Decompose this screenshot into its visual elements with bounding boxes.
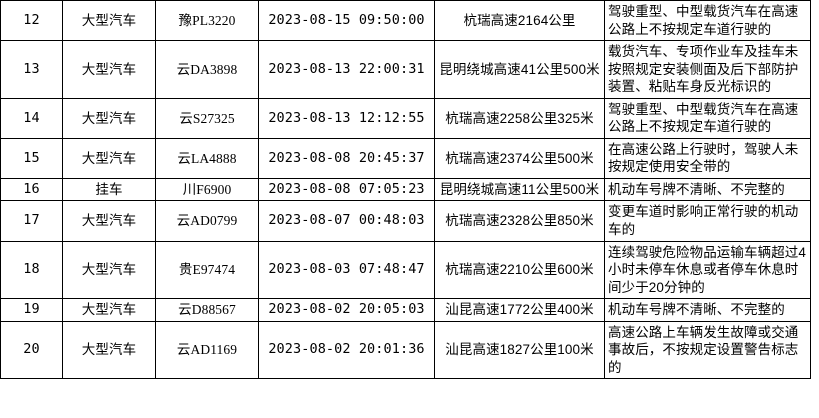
cell-vehicle-type: 大型汽车 [62,40,156,99]
cell-violation-location: 杭瑞高速2164公里 [434,0,605,42]
cell-plate-number: 云LA4888 [155,138,259,179]
cell-violation-description: 驾驶重型、中型载货汽车在高速公路上不按规定车道行驶的 [604,0,811,42]
cell-violation-location: 杭瑞高速2258公里325米 [434,98,605,139]
cell-violation-time: 2023-08-02 20:01:36 [258,321,435,380]
cell-plate-number: 川F6900 [155,178,259,202]
cell-violation-location: 汕昆高速1772公里400米 [434,298,605,322]
cell-plate-number: 云DA3898 [155,40,259,99]
cell-sequence-number: 18 [0,241,63,300]
cell-violation-location: 杭瑞高速2210公里600米 [434,241,605,300]
table-row[interactable]: 16 挂车 川F6900 2023-08-08 07:05:23 昆明绕城高速11公里5… [0,178,811,202]
cell-sequence-number: 14 [0,98,63,139]
cell-sequence-number: 17 [0,200,63,242]
cell-vehicle-type: 挂车 [62,178,156,202]
cell-violation-description: 连续驾驶危险物品运输车辆超过4小时未停车休息或者停车休息时间少于20分钟的 [604,241,811,300]
table-row[interactable]: 17 大型汽车 云AD0799 2023-08-07 00:48:03 杭瑞高速2328… [0,200,811,242]
cell-violation-description: 驾驶重型、中型载货汽车在高速公路上不按规定车道行驶的 [604,98,811,139]
cell-vehicle-type: 大型汽车 [62,200,156,242]
cell-vehicle-type: 大型汽车 [62,98,156,139]
cell-vehicle-type: 大型汽车 [62,0,156,42]
cell-vehicle-type: 大型汽车 [62,298,156,322]
cell-violation-time: 2023-08-08 07:05:23 [258,178,435,202]
cell-vehicle-type: 大型汽车 [62,138,156,179]
cell-sequence-number: 15 [0,138,63,179]
cell-violation-time: 2023-08-03 07:48:47 [258,241,435,300]
cell-violation-time: 2023-08-08 20:45:37 [258,138,435,179]
cell-violation-description: 在高速公路上行驶时，驾驶人未按规定使用安全带的 [604,138,811,179]
cell-violation-time: 2023-08-13 22:00:31 [258,40,435,99]
cell-plate-number: 云AD1169 [155,321,259,380]
cell-violation-location: 杭瑞高速2374公里500米 [434,138,605,179]
cell-sequence-number: 20 [0,321,63,380]
cell-plate-number: 云D88567 [155,298,259,322]
violations-table: 12 大型汽车 豫PL3220 2023-08-15 09:50:00 杭瑞高速2164… [0,0,811,380]
cell-plate-number: 豫PL3220 [155,0,259,42]
cell-sequence-number: 13 [0,40,63,99]
table-row[interactable]: 14 大型汽车 云S27325 2023-08-13 12:12:55 杭瑞高速2258… [0,98,811,139]
cell-plate-number: 云AD0799 [155,200,259,242]
cell-sequence-number: 16 [0,178,63,202]
cell-violation-location: 杭瑞高速2328公里850米 [434,200,605,242]
cell-plate-number: 云S27325 [155,98,259,139]
cell-violation-description: 机动车号牌不清晰、不完整的 [604,178,811,202]
cell-sequence-number: 12 [0,0,63,42]
cell-violation-description: 变更车道时影响正常行驶的机动车的 [604,200,811,242]
table-row[interactable]: 19 大型汽车 云D88567 2023-08-02 20:05:03 汕昆高速1772… [0,298,811,322]
cell-violation-location: 昆明绕城高速41公里500米 [434,40,605,99]
cell-violation-time: 2023-08-13 12:12:55 [258,98,435,139]
table-row[interactable]: 15 大型汽车 云LA4888 2023-08-08 20:45:37 杭瑞高速2374… [0,138,811,179]
cell-violation-location: 汕昆高速1827公里100米 [434,321,605,380]
cell-violation-description: 高速公路上车辆发生故障或交通事故后，不按规定设置警告标志的 [604,321,811,380]
table-row[interactable]: 18 大型汽车 贵E97474 2023-08-03 07:48:47 杭瑞高速2210… [0,241,811,300]
cell-violation-time: 2023-08-15 09:50:00 [258,0,435,42]
violations-table-body: 12 大型汽车 豫PL3220 2023-08-15 09:50:00 杭瑞高速2164… [0,0,811,380]
cell-violation-time: 2023-08-07 00:48:03 [258,200,435,242]
cell-sequence-number: 19 [0,298,63,322]
cell-vehicle-type: 大型汽车 [62,241,156,300]
cell-violation-location: 昆明绕城高速11公里500米 [434,178,605,202]
table-row[interactable]: 20 大型汽车 云AD1169 2023-08-02 20:01:36 汕昆高速1827… [0,321,811,380]
cell-vehicle-type: 大型汽车 [62,321,156,380]
cell-violation-time: 2023-08-02 20:05:03 [258,298,435,322]
cell-violation-description: 载货汽车、专项作业车及挂车未按照规定安装侧面及后下部防护装置、粘贴车身反光标识的 [604,40,811,99]
cell-violation-description: 机动车号牌不清晰、不完整的 [604,298,811,322]
table-row[interactable]: 12 大型汽车 豫PL3220 2023-08-15 09:50:00 杭瑞高速2164… [0,0,811,42]
table-row[interactable]: 13 大型汽车 云DA3898 2023-08-13 22:00:31 昆明绕城高速41… [0,40,811,99]
cell-plate-number: 贵E97474 [155,241,259,300]
